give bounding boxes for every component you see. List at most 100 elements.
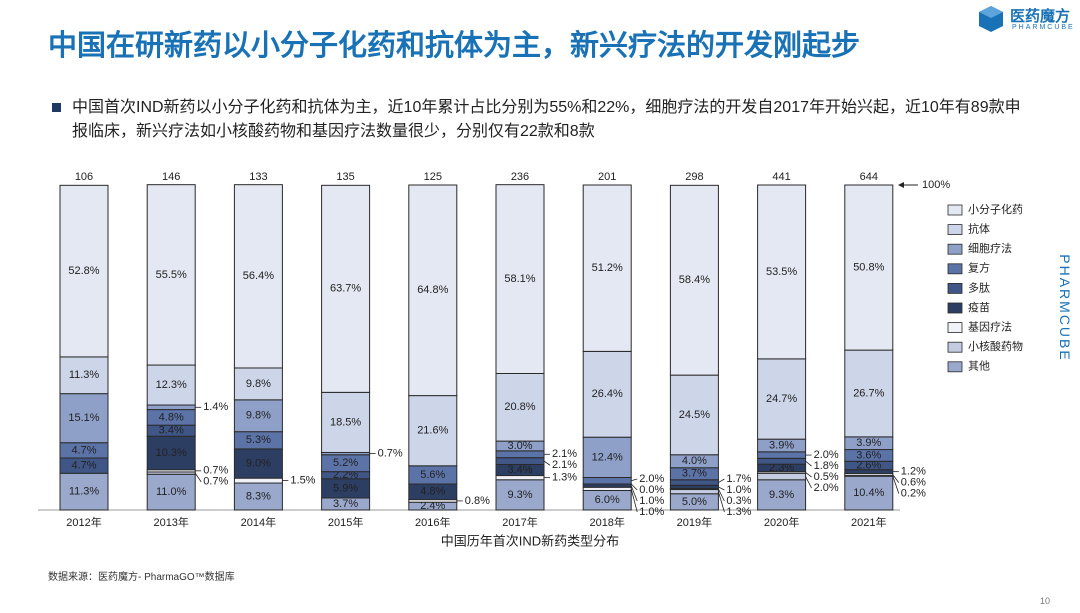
value-label: 9.3%: [507, 489, 532, 501]
bar-segment: [146, 424, 196, 437]
bar-segment: [59, 356, 109, 395]
total-label: 133: [249, 171, 267, 183]
value-label: 52.8%: [68, 265, 99, 277]
value-label: 4.8%: [420, 486, 445, 498]
bar-segment: [59, 393, 109, 444]
source-note: 数据来源：医药魔方- PharmaGO™数据库: [48, 572, 235, 583]
bar-segment: [669, 454, 719, 469]
value-label: 26.7%: [853, 387, 884, 399]
bar-segment: [844, 436, 894, 451]
bar-segment: [59, 184, 109, 358]
bar-segment: [233, 184, 283, 369]
bar-segment: [233, 482, 283, 511]
side-brand: PHARMCUBE: [1057, 254, 1073, 362]
bar-segment: [582, 486, 632, 491]
value-label: 24.5%: [679, 409, 710, 421]
bar-segment: [495, 457, 545, 465]
bar-segment: [495, 464, 545, 477]
value-label: 10.3%: [156, 447, 187, 459]
legend-swatch: [947, 243, 963, 255]
value-label: 12.3%: [156, 379, 187, 391]
bar-segment: [408, 499, 458, 503]
label-leader: [718, 478, 725, 483]
value-label: 26.4%: [592, 388, 623, 400]
x-tick-label: 2020年: [764, 515, 799, 529]
x-tick-label: 2014年: [241, 515, 276, 529]
value-label: 2.3%: [769, 462, 794, 474]
bar-segment: [669, 467, 719, 481]
bar-segment: [408, 465, 458, 485]
bar-segment: [321, 451, 371, 456]
value-label: 1.0%: [639, 495, 664, 507]
total-label: 236: [511, 171, 529, 183]
value-label: 1.7%: [726, 473, 751, 485]
label-leader: [718, 488, 725, 502]
legend-swatch: [947, 361, 963, 373]
bar-segment: [495, 450, 545, 459]
value-label: 1.8%: [814, 460, 839, 472]
value-label: 3.7%: [333, 498, 358, 510]
bar-segment: [146, 469, 196, 473]
label-leader: [805, 460, 812, 467]
bar-segment: [495, 440, 545, 452]
value-label: 9.8%: [246, 378, 271, 390]
value-label: 4.0%: [682, 455, 707, 467]
total-label: 146: [162, 171, 180, 183]
bar-segment: [146, 471, 196, 475]
bar-segment: [582, 184, 632, 352]
bar-segment: [233, 399, 283, 433]
bar-segment: [59, 442, 109, 459]
value-label: 2.1%: [552, 459, 577, 471]
value-label: 51.2%: [592, 262, 623, 274]
value-label: 5.9%: [333, 482, 358, 494]
bar-segment: [408, 501, 458, 511]
value-label: 11.3%: [69, 369, 100, 381]
value-label: 3.9%: [769, 439, 794, 451]
value-label: 1.0%: [726, 484, 751, 496]
bar-segment: [669, 489, 719, 495]
value-label: 1.2%: [901, 466, 926, 478]
x-tick-label: 2017年: [502, 515, 537, 529]
bar-segment: [844, 184, 894, 351]
bar-segment: [146, 184, 196, 366]
bar-segment: [844, 449, 894, 462]
bar-segment: [321, 478, 371, 499]
bar-segment: [495, 475, 545, 481]
value-label: 3.4%: [159, 425, 184, 437]
label-leader: [892, 474, 900, 483]
x-tick-label: 2018年: [589, 515, 624, 529]
value-label: 11.3%: [69, 486, 100, 498]
label-leader: [805, 476, 812, 489]
value-label: 11.0%: [156, 486, 187, 498]
total-label: 441: [772, 171, 790, 183]
legend-label: 小核酸药物: [968, 339, 1023, 353]
bar-segment: [146, 404, 196, 411]
total-label: 298: [685, 171, 703, 183]
label-leader: [630, 485, 638, 502]
logo-sub: PHARMCUBE: [1012, 24, 1075, 31]
bar-segment: [757, 184, 807, 360]
value-label: 6.0%: [595, 494, 620, 506]
bar-segment: [669, 479, 719, 486]
legend-swatch: [947, 263, 963, 275]
bar-segment: [669, 488, 719, 491]
value-label: 12.4%: [592, 451, 623, 463]
bar-segment: [582, 436, 632, 479]
bar-segment: [495, 373, 545, 442]
bar-segment: [321, 454, 371, 473]
x-tick-label: 2019年: [677, 515, 712, 529]
x-tick-label: 2013年: [153, 515, 188, 529]
label-leader: [718, 491, 725, 513]
value-label: 24.7%: [766, 393, 797, 405]
value-label: 20.8%: [504, 401, 535, 413]
value-label: 2.6%: [856, 459, 881, 471]
bar-segment: [844, 469, 894, 475]
legend-label: 多肽: [968, 280, 990, 294]
value-label: 63.7%: [330, 283, 361, 295]
logo-name: 医药魔方: [1010, 8, 1071, 25]
label-leader: [194, 472, 202, 483]
bar-segment: [669, 374, 719, 456]
value-label: 4.7%: [71, 444, 96, 456]
value-label: 5.3%: [246, 434, 271, 446]
